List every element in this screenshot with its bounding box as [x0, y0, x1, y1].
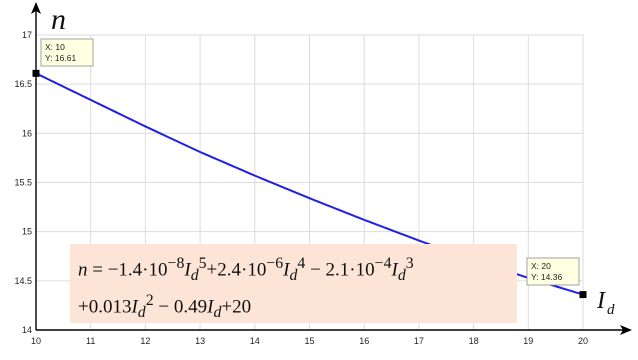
formula-box: n = −1.4·10−8Id5+2.4·10−6Id4 − 2.1·10−4I… — [70, 244, 517, 323]
y-tick-label: 16 — [22, 128, 32, 138]
x-tick-label: 11 — [86, 336, 95, 346]
y-tick-label: 17 — [22, 30, 32, 40]
y-tick-label: 14 — [22, 325, 32, 335]
y-tick-label: 14.5 — [14, 276, 32, 286]
x-axis-label-subscript: d — [607, 302, 615, 318]
datatip-y-text: Y: 14.36 — [531, 272, 562, 282]
datatips: X: 10Y: 16.61 X: 20Y: 14.36 — [32, 38, 587, 299]
formula-line-1: n = −1.4·10−8Id5+2.4·10−6Id4 − 2.1·10−4I… — [78, 255, 414, 285]
y-axis-arrow — [31, 2, 41, 14]
datatip-x-text: X: 10 — [45, 42, 65, 52]
x-tick-label: 10 — [31, 336, 41, 346]
x-tick-label: 18 — [469, 336, 479, 346]
y-tick-label: 15 — [22, 227, 32, 237]
x-tick-label: 15 — [304, 336, 314, 346]
y-axis-label: n — [51, 3, 66, 36]
formula-line-2: +0.013Id2 − 0.49Id+20 — [78, 291, 252, 321]
x-tick-label: 16 — [359, 336, 369, 346]
axis-labels: n I d — [51, 3, 615, 318]
x-tick-label: 14 — [250, 336, 260, 346]
x-tick-label: 12 — [140, 336, 150, 346]
x-tick-label: 20 — [578, 336, 588, 346]
x-tick-label: 13 — [195, 336, 205, 346]
datatip-box — [40, 38, 94, 67]
datatip-marker — [32, 69, 40, 77]
datatip: X: 10Y: 16.61 — [32, 38, 94, 77]
tick-labels: 10 11 12 13 14 15 16 17 18 19 20 14 14.5 15 15.5 16 16.5… — [14, 30, 588, 346]
datatip: X: 20Y: 14.36 — [526, 257, 587, 299]
datatip-y-text: Y: 16.61 — [45, 53, 76, 63]
y-tick-label: 16.5 — [14, 79, 32, 89]
datatip-box — [526, 257, 580, 286]
datatip-x-text: X: 20 — [531, 261, 551, 271]
x-axis-arrow — [620, 325, 632, 335]
y-tick-label: 15.5 — [14, 178, 32, 188]
x-tick-label: 19 — [523, 336, 533, 346]
datatip-marker — [579, 291, 587, 299]
x-tick-label: 17 — [414, 336, 424, 346]
x-axis-label: I — [596, 288, 606, 314]
axes — [31, 2, 632, 335]
